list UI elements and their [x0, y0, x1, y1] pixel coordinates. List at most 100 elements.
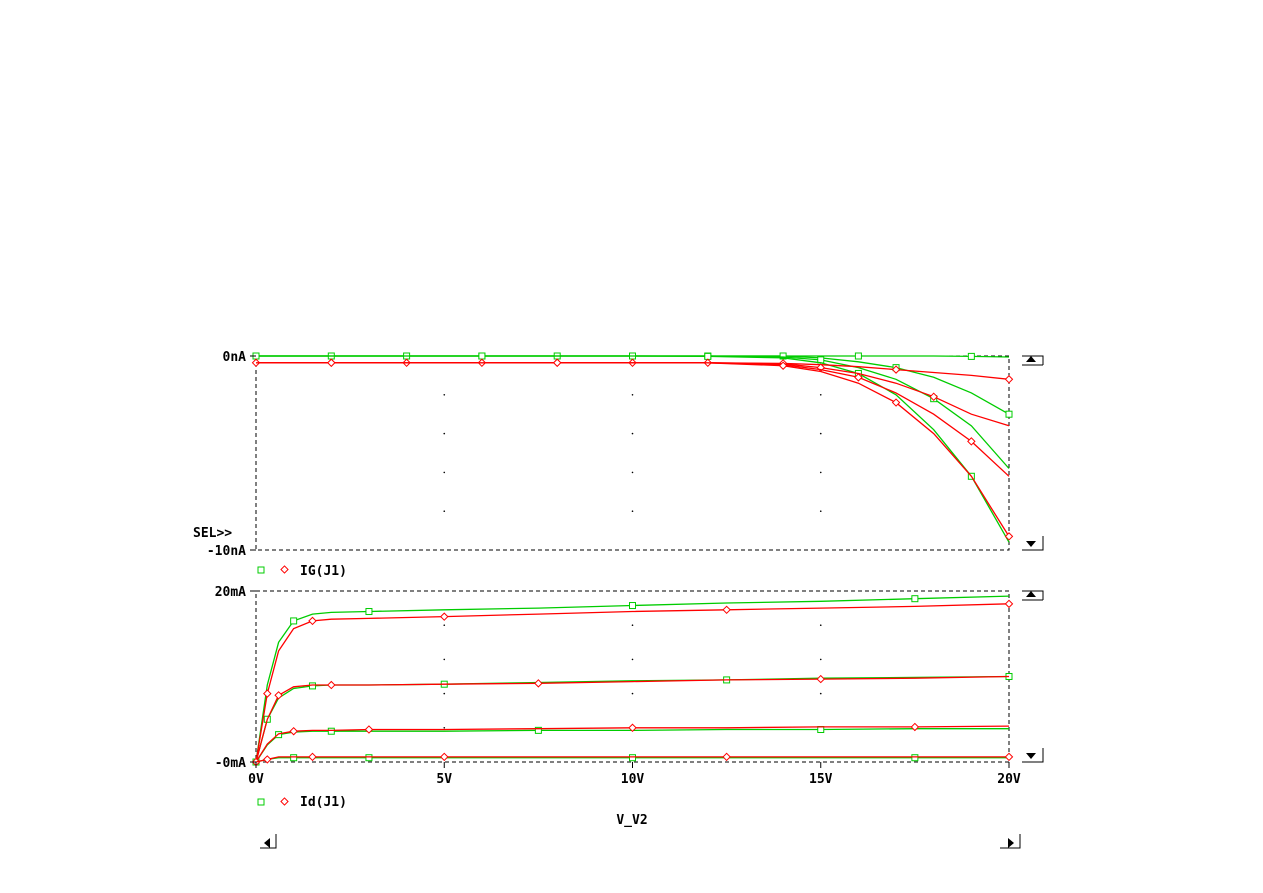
- x-tick-label-2: 10V: [621, 772, 645, 787]
- up-arrow-icon: [1026, 591, 1036, 597]
- x-tick-label-3: 15V: [809, 772, 833, 787]
- bottom-grid-dot: [631, 658, 634, 661]
- bottom-series-marker-4: [440, 612, 449, 621]
- bottom-grid-dot: [443, 624, 446, 626]
- scroll-right-button[interactable]: [1000, 834, 1021, 849]
- up-arrow-icon: [1026, 356, 1036, 362]
- top-grid-dot: [819, 394, 822, 396]
- bottom-scroll-up-button[interactable]: [1022, 590, 1044, 601]
- top-series-marker-3: [704, 352, 712, 360]
- bottom-grid-dot: [819, 624, 822, 626]
- bottom-series-marker-0: [629, 602, 636, 610]
- x-axis-ticks: 0V 5V 10V 15V 20V: [248, 762, 1021, 787]
- bottom-series-marker-3: [290, 754, 298, 762]
- bottom-series-line-5: [255, 675, 1010, 763]
- legend-diamond-marker: [280, 797, 289, 806]
- top-grid-dot: [443, 432, 446, 435]
- top-grid-dot: [819, 510, 822, 512]
- top-grid-dot: [443, 394, 446, 396]
- top-legend-label: IG(J1): [300, 564, 347, 579]
- bottom-series-marker-1: [308, 682, 316, 690]
- bottom-series-line-7: [255, 756, 1009, 763]
- scroll-left-button[interactable]: [260, 834, 277, 849]
- top-plot-series: [251, 352, 1014, 543]
- bottom-grid-dot: [819, 692, 822, 695]
- bottom-plot-grid: [443, 624, 822, 729]
- bottom-grid-dot: [631, 624, 634, 626]
- top-plot-grid: [443, 394, 822, 512]
- top-series-marker-4: [891, 365, 901, 374]
- bottom-grid-dot: [443, 658, 446, 661]
- bottom-legend: Id(J1): [257, 795, 347, 810]
- top-series-marker-7: [1004, 532, 1014, 541]
- bottom-series-marker-2: [327, 727, 335, 735]
- top-grid-dot: [631, 432, 634, 435]
- top-series-marker-1: [779, 352, 787, 360]
- x-tick-label-0: 0V: [248, 772, 264, 787]
- top-series-marker-7: [327, 358, 336, 368]
- top-grid-dot: [631, 394, 634, 396]
- top-series-marker-0: [967, 352, 975, 360]
- top-grid-dot: [443, 471, 446, 474]
- top-scroll-down-button[interactable]: [1022, 536, 1044, 551]
- bottom-plot-series: [251, 595, 1014, 767]
- top-series-marker-7: [552, 358, 562, 368]
- bottom-series-marker-4: [263, 689, 272, 698]
- bottom-series-line-0: [255, 595, 1010, 763]
- bottom-series-marker-4: [308, 616, 317, 626]
- bottom-series-marker-3: [629, 754, 636, 762]
- drain-current-plot: 20mA -0mA 0V 5V 10V 15V 20V V_V2 Id(J1): [215, 585, 1044, 828]
- bottom-grid-dot: [443, 692, 446, 695]
- legend-diamond-marker: [280, 565, 289, 574]
- bottom-grid-dot: [631, 692, 634, 695]
- bottom-series-marker-7: [1004, 752, 1014, 762]
- top-series-line-7: [256, 362, 1010, 537]
- bottom-series-marker-3: [365, 754, 373, 762]
- top-series-marker-6: [967, 437, 976, 446]
- left-arrow-icon: [264, 838, 270, 848]
- bottom-series-marker-7: [440, 752, 449, 762]
- bottom-grid-dot: [819, 658, 822, 661]
- bottom-series-marker-5: [534, 679, 543, 688]
- bottom-series-line-1: [255, 675, 1010, 763]
- bottom-series-marker-7: [263, 755, 272, 764]
- top-series-marker-4: [1004, 375, 1014, 384]
- bottom-plot-frame: [255, 590, 1010, 763]
- right-arrow-icon: [1008, 838, 1014, 848]
- x-axis-label: V_V2: [616, 813, 647, 828]
- bottom-grid-dot: [443, 727, 446, 729]
- bottom-scroll-down-button[interactable]: [1022, 748, 1044, 763]
- down-arrow-icon: [1026, 753, 1036, 759]
- top-plot-frame: [255, 355, 1010, 551]
- top-series-line-3: [256, 355, 1010, 543]
- bottom-ytick-label-0: 20mA: [215, 585, 246, 600]
- top-grid-dot: [631, 471, 634, 474]
- top-series-marker-1: [1005, 410, 1013, 418]
- top-series-marker-7: [891, 398, 901, 407]
- bottom-series-marker-4: [722, 605, 731, 615]
- bottom-series-marker-7: [308, 752, 317, 762]
- bottom-series-marker-3: [911, 754, 919, 762]
- bottom-series-line-6: [255, 725, 1010, 763]
- bottom-series-marker-5: [816, 674, 825, 684]
- top-grid-dot: [631, 510, 634, 512]
- top-grid-dot: [819, 432, 822, 435]
- bottom-series-marker-2: [534, 726, 542, 734]
- bottom-series-marker-6: [628, 723, 637, 733]
- bottom-series-marker-6: [289, 726, 298, 736]
- legend-square-marker: [257, 566, 265, 574]
- x-tick-label-1: 5V: [436, 772, 452, 787]
- bottom-series-marker-0: [911, 595, 919, 603]
- bottom-series-marker-7: [722, 752, 731, 762]
- x-tick-label-4: 20V: [997, 772, 1021, 787]
- bottom-series-marker-5: [327, 680, 336, 690]
- top-ytick-label-0: 0nA: [223, 350, 247, 365]
- top-series-marker-6: [854, 373, 863, 382]
- bottom-series-marker-5: [274, 691, 283, 700]
- selector-label[interactable]: SEL>>: [193, 526, 232, 541]
- top-grid-dot: [819, 471, 822, 474]
- top-scroll-up-button[interactable]: [1022, 355, 1044, 366]
- top-ytick-label-1: -10nA: [207, 544, 246, 559]
- down-arrow-icon: [1026, 541, 1036, 547]
